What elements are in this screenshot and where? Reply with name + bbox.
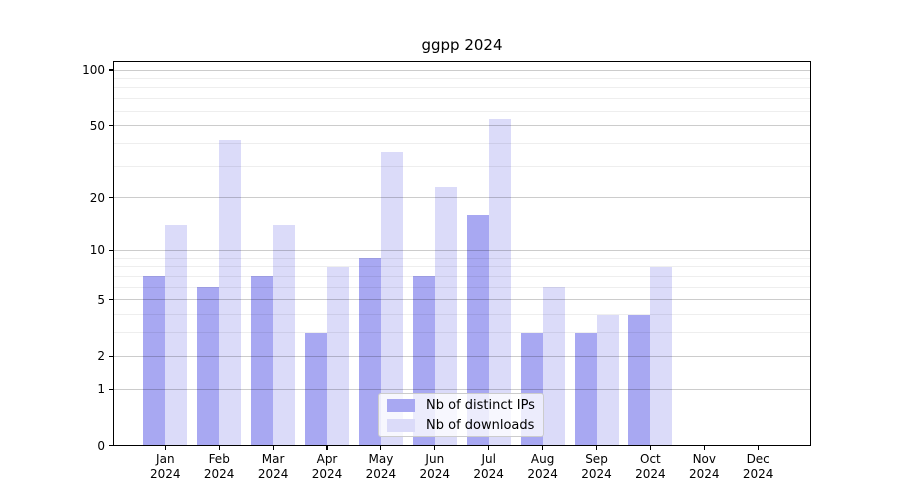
bar-downloads-aug [542,287,565,446]
x-tick-jan [164,446,166,451]
minor-gridline-4 [113,314,811,316]
x-tick-feb [218,446,220,451]
x-tick-label-feb: Feb 2024 [203,451,235,481]
major-gridline-50 [113,125,811,127]
x-tick-label-sep: Sep 2024 [581,451,612,481]
x-tick-label-may: May 2024 [365,451,397,481]
y-tick-1 [108,388,113,390]
legend-item-distinct-ips: Nb of distinct IPs [387,398,535,413]
x-tick-label-jul: Jul 2024 [473,451,504,481]
x-tick-label-apr: Apr 2024 [311,451,343,481]
legend-swatch-distinct-ips [387,398,415,412]
x-tick-label-jun: Jun 2024 [419,451,451,481]
minor-gridline-7 [113,275,811,277]
x-tick-aug [542,446,544,451]
y-tick-label-50: 50 [89,118,105,133]
y-tick-10 [108,249,113,252]
bar-distinct-ips-jan [143,276,166,446]
y-tick-50 [108,125,113,127]
x-tick-label-dec: Dec 2024 [742,451,774,481]
minor-gridline-90 [113,77,811,79]
bar-downloads-jan [165,225,188,446]
bar-distinct-ips-feb [197,287,220,446]
major-gridline-2 [113,355,811,357]
y-tick-label-1: 1 [97,382,105,397]
x-tick-mar [272,446,274,451]
x-tick-oct [649,446,651,451]
y-tick-100 [108,69,113,71]
bar-downloads-mar [273,225,296,446]
minor-gridline-70 [113,98,811,100]
x-tick-label-mar: Mar 2024 [257,451,289,481]
x-tick-label-aug: Aug 2024 [527,451,558,481]
x-tick-label-nov: Nov 2024 [689,451,720,481]
y-tick-label-0: 0 [97,438,105,453]
x-tick-jul [488,446,490,451]
legend-item-downloads: Nb of downloads [387,417,535,433]
bar-distinct-ips-may [358,258,381,446]
minor-gridline-40 [113,142,811,144]
x-tick-dec [757,446,759,451]
y-tick-label-2: 2 [97,349,105,364]
y-tick-label-10: 10 [89,243,105,258]
minor-gridline-3 [113,332,811,334]
x-tick-apr [326,446,328,451]
bar-distinct-ips-jul [466,215,489,446]
x-tick-jun [434,446,436,451]
y-tick-20 [108,197,113,199]
major-gridline-100 [113,69,811,71]
minor-gridline-9 [113,257,811,259]
y-tick-label-100: 100 [82,63,105,77]
x-tick-label-jan: Jan 2024 [150,451,181,481]
bar-downloads-oct [650,266,673,446]
bar-downloads-sep [596,314,619,446]
y-tick-label-5: 5 [97,292,105,307]
major-gridline-1 [113,388,811,390]
x-tick-label-oct: Oct 2024 [635,451,666,481]
bar-downloads-apr [327,266,349,446]
minor-gridline-80 [113,87,811,89]
x-tick-may [380,446,382,451]
y-tick-2 [108,355,113,357]
x-tick-nov [703,446,705,451]
major-gridline-5 [113,299,811,301]
legend-label-downloads: Nb of downloads [426,417,535,433]
minor-gridline-8 [113,266,811,268]
bar-distinct-ips-sep [574,332,597,446]
legend-swatch-downloads [387,418,415,432]
bar-downloads-may [380,151,403,446]
bar-distinct-ips-mar [251,276,274,446]
legend-label-distinct-ips: Nb of distinct IPs [426,397,535,413]
minor-gridline-30 [113,165,811,167]
major-gridline-10 [113,249,811,251]
minor-gridline-6 [113,286,811,288]
bar-downloads-feb [219,139,242,446]
bar-downloads-jun [434,186,457,446]
y-tick-5 [108,299,113,301]
major-gridline-20 [113,197,811,199]
bar-distinct-ips-apr [305,332,327,446]
legend: Nb of distinct IPs Nb of downloads [378,393,544,437]
bar-downloads-jul [488,119,511,446]
chart-title: ggpp 2024 [421,36,503,54]
minor-gridline-60 [113,110,811,112]
bar-distinct-ips-oct [628,314,651,446]
x-tick-sep [595,446,598,451]
y-tick-label-20: 20 [89,190,105,205]
y-tick-0 [108,445,113,447]
